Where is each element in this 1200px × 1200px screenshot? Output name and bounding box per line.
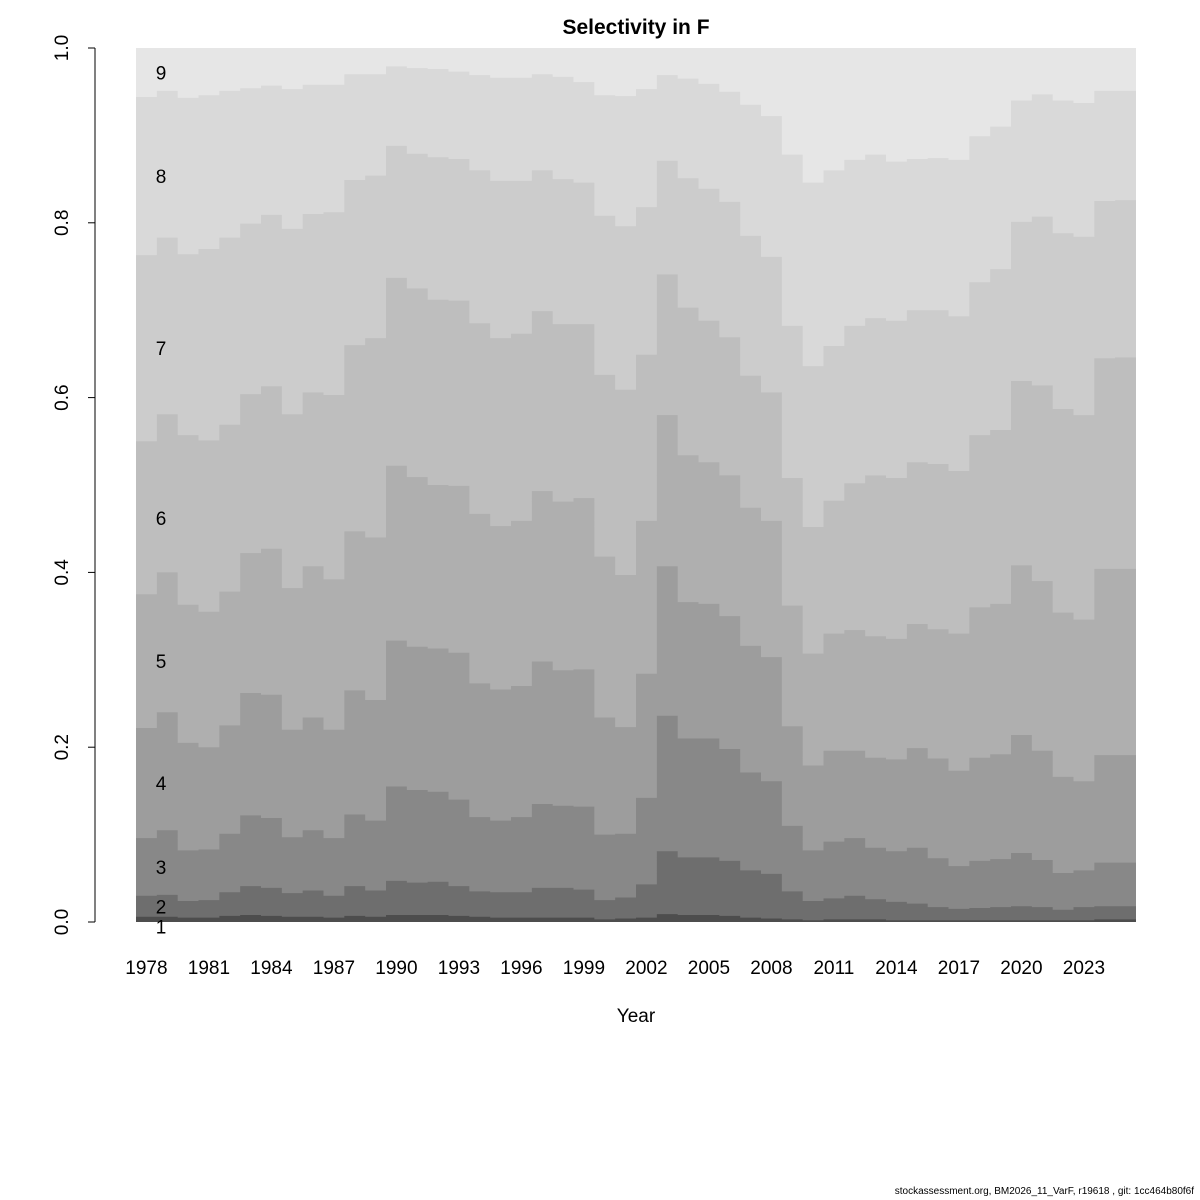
band-age-3 — [136, 715, 1136, 922]
footer-info: stockassessment.org, BM2026_11_VarF, r19… — [894, 1186, 1194, 1197]
band-age-2 — [136, 851, 1136, 922]
x-tick-label: 1981 — [188, 958, 230, 979]
y-tick-label: 0.8 — [52, 210, 73, 236]
x-tick-label: 1987 — [313, 958, 355, 979]
band-label-7: 7 — [156, 339, 167, 360]
x-tick-label: 1978 — [125, 958, 167, 979]
band-age-1 — [136, 914, 1136, 922]
x-tick-label: 2008 — [750, 958, 792, 979]
x-axis-label: Year — [617, 1006, 656, 1027]
x-tick-label: 2023 — [1063, 958, 1105, 979]
band-label-5: 5 — [156, 652, 167, 673]
x-tick-label: 2014 — [875, 958, 918, 979]
band-label-6: 6 — [156, 509, 167, 530]
band-labels: 9 8 7 6 5 4 3 21 — [156, 63, 167, 938]
x-tick-label: 1999 — [563, 958, 605, 979]
band-label-8: 8 — [156, 167, 167, 188]
bands — [136, 48, 1136, 923]
x-tick-label: 2011 — [813, 958, 854, 979]
band-label-3: 3 — [156, 858, 167, 879]
band-label-9: 9 — [156, 63, 167, 84]
chart-title: Selectivity in F — [562, 16, 709, 39]
y-axis: 0.0 0.2 0.4 0.6 0.8 1.0 — [52, 35, 96, 935]
x-tick-label: 2005 — [688, 958, 730, 979]
x-tick-label: 1993 — [438, 958, 480, 979]
x-tick-label: 2020 — [1000, 958, 1042, 979]
y-tick-label: 1.0 — [52, 35, 73, 61]
x-tick-label: 2002 — [625, 958, 667, 979]
y-tick-label: 0.2 — [52, 734, 73, 760]
x-tick-label: 1984 — [250, 958, 293, 979]
x-tick-label: 1996 — [500, 958, 542, 979]
band-label-2: 2 — [156, 897, 167, 918]
y-tick-label: 0.0 — [52, 909, 73, 935]
x-tick-label: 2017 — [938, 958, 980, 979]
x-axis: 1978 1981 1984 1987 1990 1993 1996 1999 2002 2005… — [125, 958, 1105, 979]
band-label-4: 4 — [156, 774, 167, 795]
y-tick-label: 0.4 — [52, 559, 73, 586]
x-tick-label: 1990 — [375, 958, 417, 979]
band-label-1: 1 — [156, 917, 167, 938]
y-tick-label: 0.6 — [52, 384, 73, 410]
